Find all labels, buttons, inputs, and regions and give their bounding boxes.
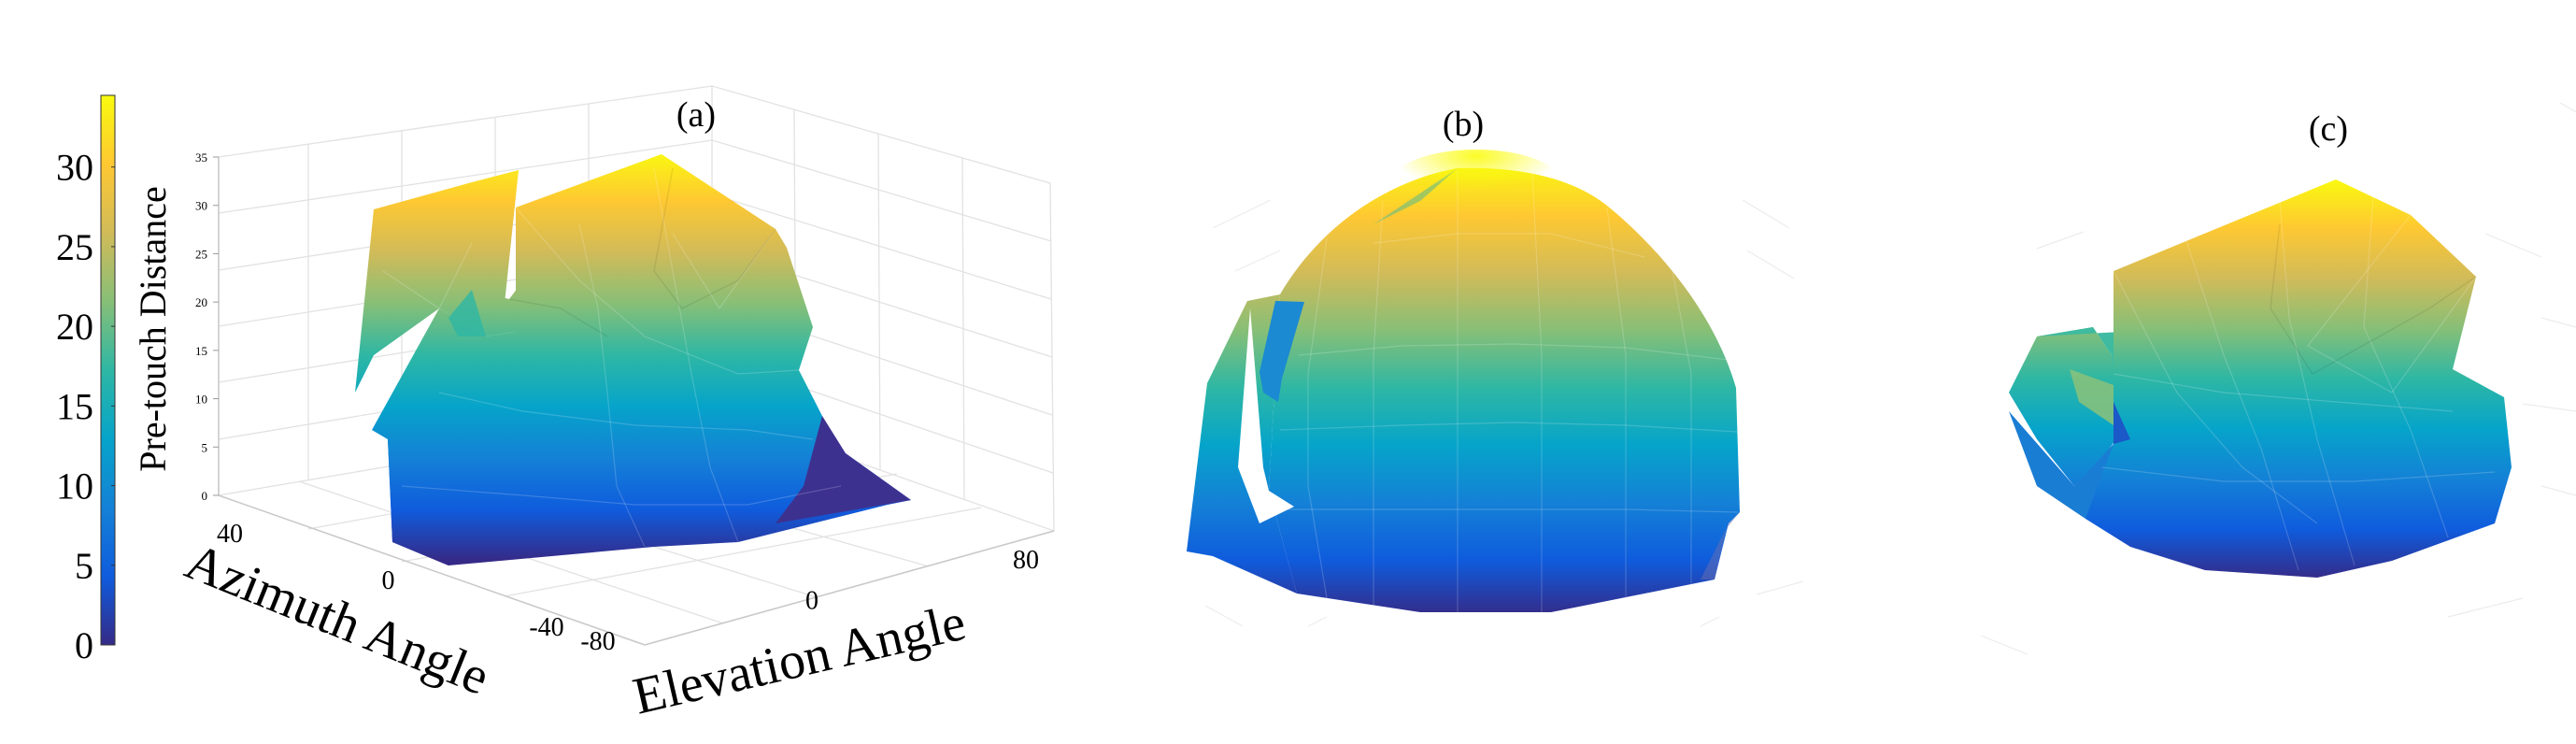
colorbar-tick-label: 15 xyxy=(56,385,93,427)
z-tick-label: 30 xyxy=(195,199,207,213)
z-tick-label: 5 xyxy=(202,440,208,454)
z-tick-label: 35 xyxy=(195,150,207,165)
colorbar-tick-label: 20 xyxy=(56,306,93,348)
colorbar-tick-label: 0 xyxy=(75,624,93,666)
panel-c-label: (c) xyxy=(2309,109,2348,149)
colorbar-ticks: 0 5 10 15 20 25 30 xyxy=(56,147,115,666)
x-tick-label: -80 xyxy=(580,627,615,656)
panel-b-mesh xyxy=(1271,170,1739,612)
colorbar-tick-label: 5 xyxy=(75,545,93,587)
colorbar-tick-label: 30 xyxy=(56,147,93,189)
colorbar-tick-label: 25 xyxy=(56,226,93,268)
panel-a-seams xyxy=(508,167,776,337)
x-tick-label: 80 xyxy=(1013,546,1039,575)
z-tick-label: 25 xyxy=(195,247,207,261)
z-tick-label: 20 xyxy=(195,295,207,309)
colorbar-gradient xyxy=(100,94,116,646)
panel-c-seams xyxy=(2270,223,2477,375)
panel-c-grid xyxy=(1980,102,2576,655)
y-tick-label: -40 xyxy=(529,613,563,642)
y-tick-label: 40 xyxy=(217,520,243,549)
panel-c-surface xyxy=(2009,179,2512,578)
panel-a-x-ticks: -80 0 80 xyxy=(580,546,1039,656)
z-tick-label: 0 xyxy=(202,489,208,503)
panel-a-surface xyxy=(355,154,911,565)
x-axis-title: Elevation Angle xyxy=(628,594,971,726)
z-tick-label: 15 xyxy=(195,344,207,358)
panel-c: (c) xyxy=(1980,102,2576,655)
colorbar-label: Pre-touch Distance xyxy=(132,186,174,471)
panel-b-label: (b) xyxy=(1443,105,1484,144)
z-tick-label: 10 xyxy=(195,393,207,407)
panel-b: (b) xyxy=(1187,105,1804,627)
panel-a-label: (a) xyxy=(676,95,716,135)
colorbar-tick-label: 10 xyxy=(56,465,93,508)
x-tick-label: 0 xyxy=(805,587,818,616)
panel-a-z-ticks: 0 5 10 15 20 25 30 35 xyxy=(195,150,219,503)
panel-b-grid xyxy=(1204,199,1804,627)
panel-a-y-ticks: 40 0 -40 xyxy=(217,520,564,642)
panel-b-surface xyxy=(1187,150,1740,613)
y-tick-label: 0 xyxy=(382,566,395,595)
panel-a-mesh xyxy=(382,167,842,548)
colorbar: 0 5 10 15 20 25 30 Pre-touch Distance xyxy=(56,94,174,666)
panel-c-mesh xyxy=(2101,195,2496,571)
